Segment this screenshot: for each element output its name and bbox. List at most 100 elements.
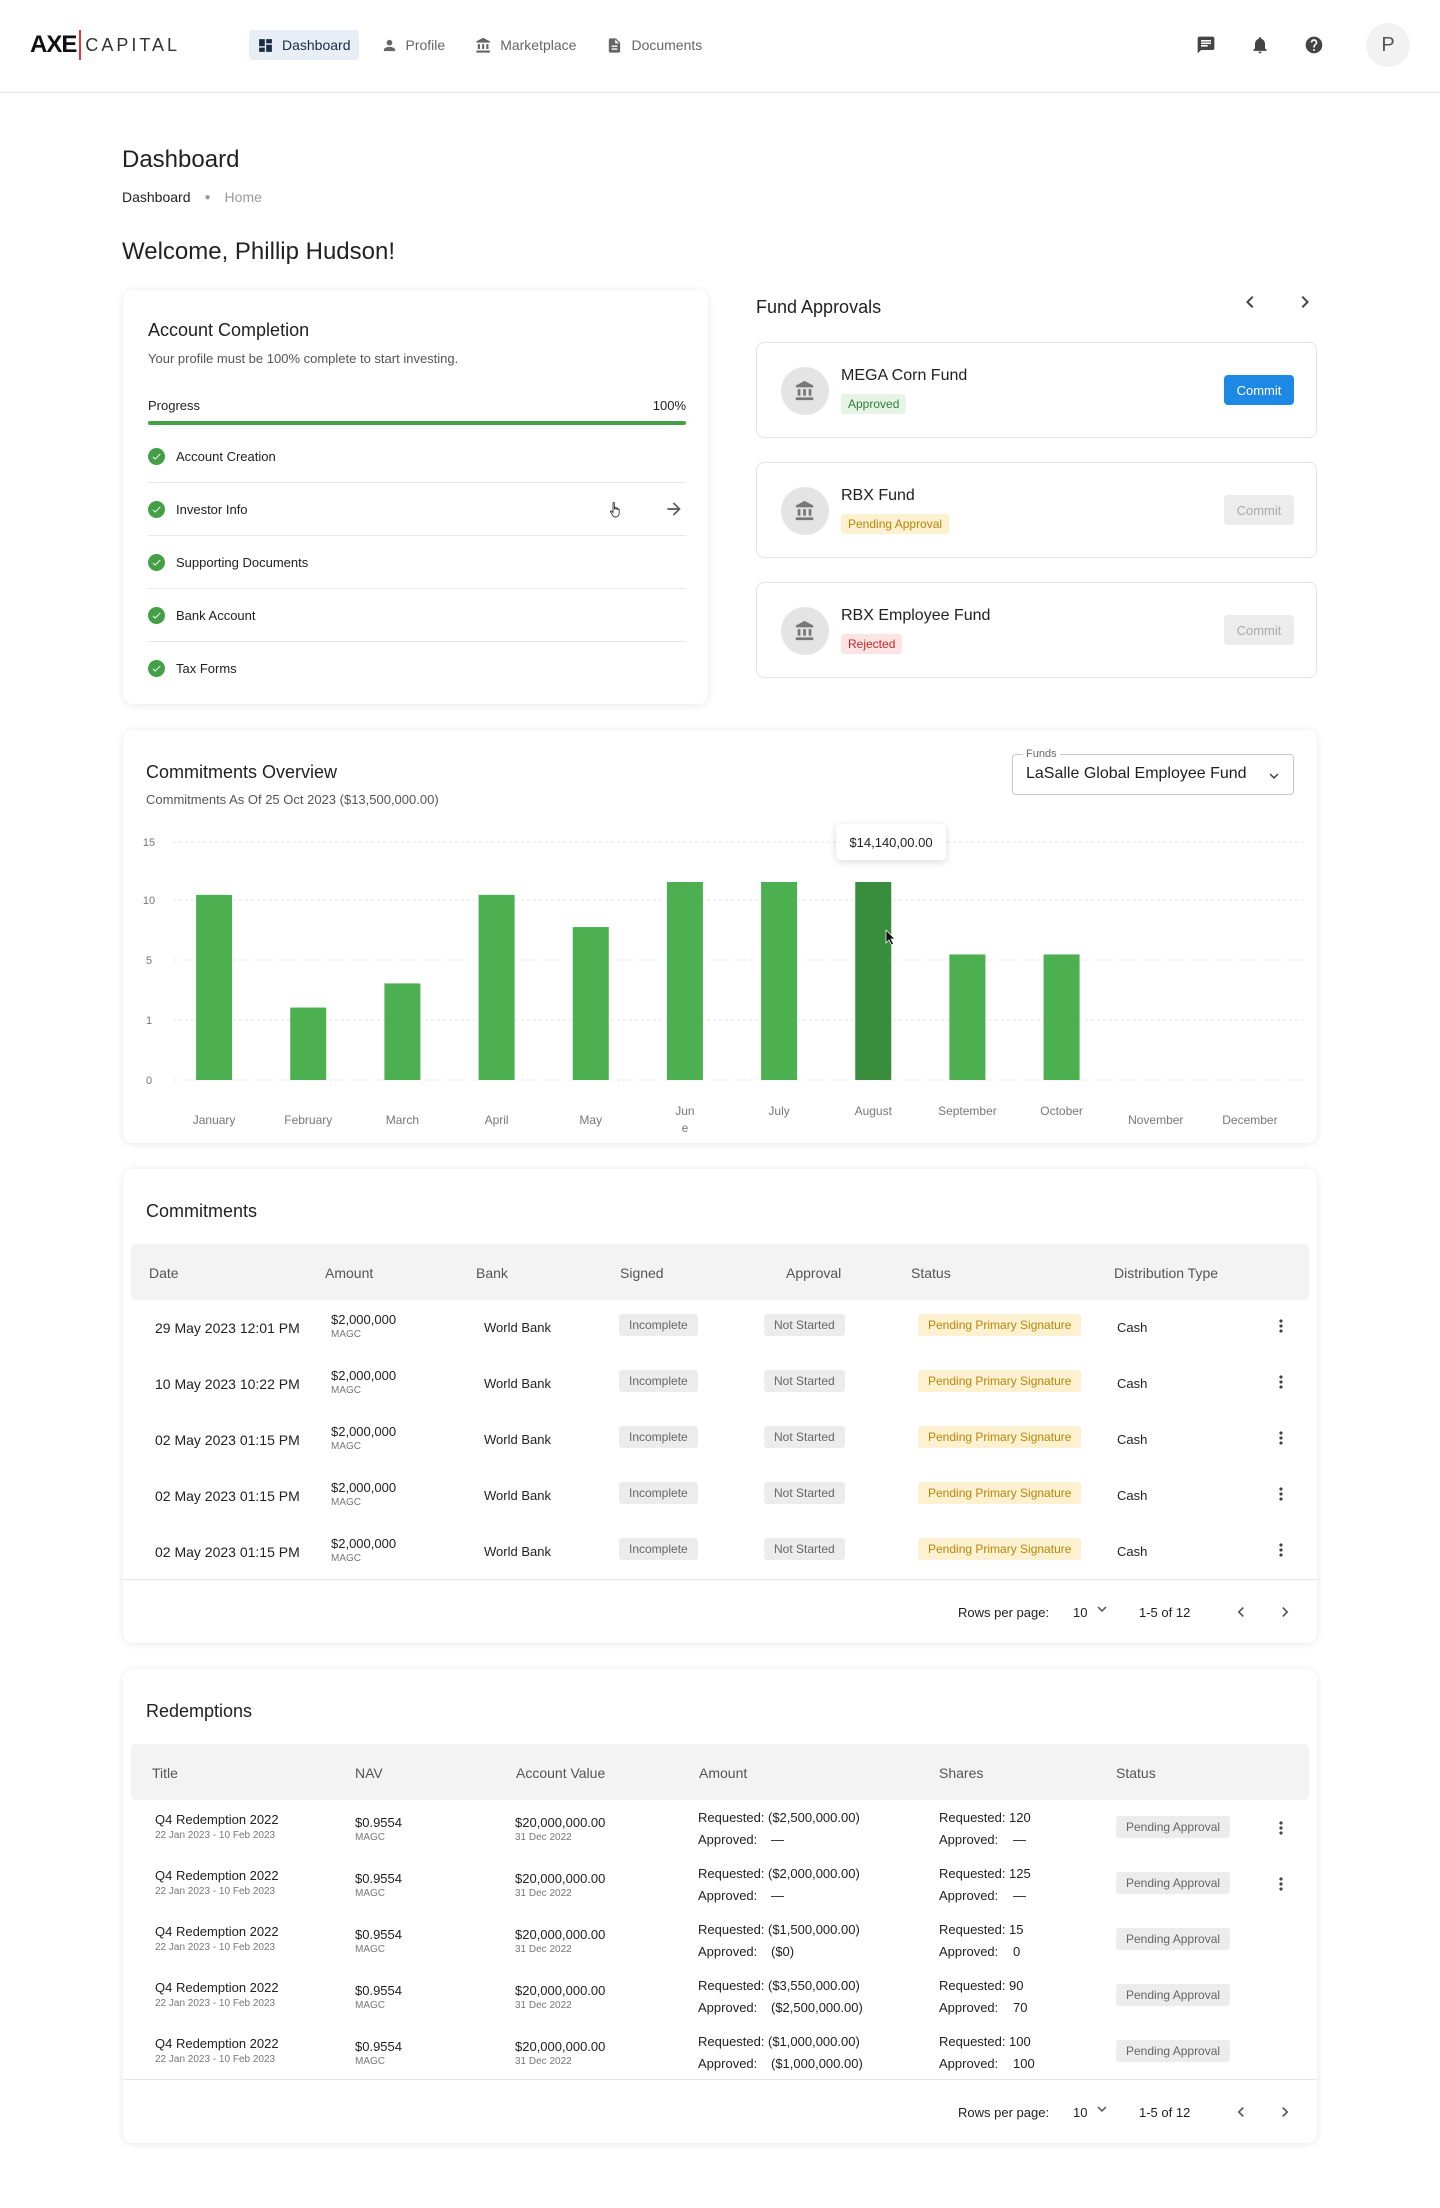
bar-october[interactable] bbox=[1043, 954, 1080, 1080]
axe-capital-logo[interactable]: AXE CAPITAL bbox=[30, 28, 180, 62]
col-date[interactable]: Date bbox=[149, 1265, 179, 1281]
more-vertical-icon[interactable] bbox=[1271, 1874, 1291, 1894]
x-tick-label: October bbox=[1040, 1104, 1083, 1118]
breadcrumb-dashboard[interactable]: Dashboard bbox=[122, 189, 191, 205]
status-chip: Pending Approval bbox=[1116, 1816, 1231, 1838]
bank-icon bbox=[781, 367, 829, 415]
bar-january[interactable] bbox=[196, 894, 233, 1080]
col-shares[interactable]: Shares bbox=[939, 1765, 984, 1781]
approved-label: Approved: bbox=[698, 1888, 758, 1903]
redemptions-title: Redemptions bbox=[146, 1701, 253, 1721]
rows-per-page-select[interactable]: 10 bbox=[1073, 2105, 1088, 2120]
col-status[interactable]: Status bbox=[1116, 1765, 1156, 1781]
commitments-overview-subtitle: Commitments As Of 25 Oct 2023 ($13,500,0… bbox=[146, 792, 439, 807]
funds-select[interactable]: Funds LaSalle Global Employee Fund bbox=[1012, 748, 1294, 795]
col-amount[interactable]: Amount bbox=[699, 1765, 748, 1781]
x-tick-label: May bbox=[579, 1113, 602, 1127]
commitments-overview-title: Commitments Overview bbox=[146, 762, 338, 782]
top-app-bar: AXE CAPITAL Dashboard Profile Marketplac… bbox=[0, 0, 1440, 93]
breadcrumb-home[interactable]: Home bbox=[224, 189, 262, 205]
col-approval[interactable]: Approval bbox=[786, 1265, 842, 1281]
progress-bar bbox=[148, 421, 686, 425]
more-vertical-icon[interactable] bbox=[1271, 1428, 1291, 1448]
requested-label: Requested: bbox=[698, 2034, 765, 2049]
chevron-right-icon[interactable] bbox=[1275, 2102, 1295, 2122]
table-row[interactable]: Q4 Redemption 2022 22 Jan 2023 - 10 Feb 2… bbox=[123, 1968, 1317, 2024]
bar-april[interactable] bbox=[478, 894, 515, 1080]
commit-button[interactable]: Commit bbox=[1224, 375, 1294, 405]
person-icon bbox=[383, 39, 395, 51]
nav-dashboard-label: Dashboard bbox=[282, 37, 351, 53]
chevron-right-icon[interactable] bbox=[1293, 290, 1317, 314]
more-vertical-icon[interactable] bbox=[1271, 1372, 1291, 1392]
col-status[interactable]: Status bbox=[911, 1265, 951, 1281]
arrow-right-icon[interactable] bbox=[664, 499, 684, 519]
bank-icon bbox=[476, 37, 491, 53]
bar-august[interactable] bbox=[855, 882, 892, 1080]
nav-dashboard[interactable]: Dashboard bbox=[249, 30, 359, 60]
chat-icon[interactable] bbox=[1196, 35, 1216, 55]
step-tax-forms[interactable]: Tax Forms bbox=[148, 642, 686, 695]
col-bank[interactable]: Bank bbox=[476, 1265, 508, 1281]
table-row[interactable]: 02 May 2023 01:15 PM $2,000,000 MAGC World … bbox=[123, 1524, 1317, 1580]
commitments-overview-card: Commitments Overview Commitments As Of 2… bbox=[123, 730, 1317, 1143]
step-bank-account[interactable]: Bank Account bbox=[148, 589, 686, 642]
bar-may[interactable] bbox=[572, 927, 609, 1080]
more-vertical-icon[interactable] bbox=[1271, 1818, 1291, 1838]
col-nav[interactable]: NAV bbox=[355, 1765, 383, 1781]
y-tick-label: 10 bbox=[143, 895, 155, 907]
col-title[interactable]: Title bbox=[152, 1765, 178, 1781]
notification-bell-icon[interactable] bbox=[1250, 35, 1270, 55]
page-title: Dashboard bbox=[122, 146, 240, 173]
approval-chip: Not Started bbox=[764, 1482, 845, 1504]
bar-february[interactable] bbox=[290, 1007, 327, 1080]
chevron-left-icon[interactable] bbox=[1238, 290, 1262, 314]
signed-chip: Incomplete bbox=[619, 1538, 698, 1560]
cell-amount: $2,000,000 bbox=[331, 1312, 397, 1327]
status-chip: Pending Primary Signature bbox=[918, 1370, 1082, 1392]
nav-profile[interactable]: Profile bbox=[373, 30, 454, 60]
cell-title: Q4 Redemption 2022 bbox=[155, 1868, 279, 1883]
step-supporting-documents[interactable]: Supporting Documents bbox=[148, 536, 686, 589]
requested-shares-label: Requested: bbox=[939, 2034, 1006, 2049]
bank-icon bbox=[781, 487, 829, 535]
step-investor-info[interactable]: Investor Info bbox=[148, 483, 686, 536]
help-icon[interactable] bbox=[1304, 35, 1324, 55]
col-account-value[interactable]: Account Value bbox=[516, 1765, 606, 1781]
rows-per-page-select[interactable]: 10 bbox=[1073, 1605, 1088, 1620]
table-row[interactable]: Q4 Redemption 2022 22 Jan 2023 - 10 Feb 2… bbox=[123, 1912, 1317, 1968]
bar-july[interactable] bbox=[761, 882, 798, 1080]
chevron-right-icon[interactable] bbox=[1275, 1602, 1295, 1622]
chevron-down-icon[interactable] bbox=[1093, 2100, 1111, 2118]
nav-documents[interactable]: Documents bbox=[598, 30, 710, 60]
cell-bank: World Bank bbox=[484, 1488, 551, 1503]
table-row[interactable]: Q4 Redemption 2022 22 Jan 2023 - 10 Feb 2… bbox=[123, 1800, 1317, 1856]
requested-shares: 120 bbox=[1009, 1810, 1031, 1825]
more-vertical-icon[interactable] bbox=[1271, 1484, 1291, 1504]
table-row[interactable]: 02 May 2023 01:15 PM $2,000,000 MAGC World … bbox=[123, 1468, 1317, 1524]
requested-label: Requested: bbox=[698, 1922, 765, 1937]
col-signed[interactable]: Signed bbox=[620, 1265, 664, 1281]
bar-june[interactable] bbox=[666, 882, 703, 1080]
fund-card-rbx: RBX Fund Pending Approval Commit bbox=[756, 462, 1317, 558]
bar-march[interactable] bbox=[384, 983, 421, 1080]
col-amount[interactable]: Amount bbox=[325, 1265, 374, 1281]
step-account-creation[interactable]: Account Creation bbox=[148, 430, 686, 483]
more-vertical-icon[interactable] bbox=[1271, 1316, 1291, 1336]
table-row[interactable]: 29 May 2023 12:01 PM $2,000,000 MAGC World … bbox=[123, 1300, 1317, 1356]
redemptions-pagination: Rows per page: 10 1-5 of 12 bbox=[123, 2079, 1317, 2143]
col-distribution-type[interactable]: Distribution Type bbox=[1114, 1265, 1219, 1281]
status-chip: Pending Primary Signature bbox=[918, 1314, 1082, 1336]
chevron-left-icon[interactable] bbox=[1231, 2102, 1251, 2122]
user-avatar[interactable]: P bbox=[1366, 23, 1410, 67]
table-row[interactable]: Q4 Redemption 2022 22 Jan 2023 - 10 Feb 2… bbox=[123, 1856, 1317, 1912]
account-completion-card: Account Completion Your profile must be … bbox=[123, 290, 708, 704]
chevron-left-icon[interactable] bbox=[1231, 1602, 1251, 1622]
bar-september[interactable] bbox=[949, 954, 986, 1080]
nav-marketplace[interactable]: Marketplace bbox=[467, 30, 584, 60]
table-row[interactable]: 10 May 2023 10:22 PM $2,000,000 MAGC World … bbox=[123, 1356, 1317, 1412]
chevron-down-icon[interactable] bbox=[1093, 1600, 1111, 1618]
table-row[interactable]: 02 May 2023 01:15 PM $2,000,000 MAGC World … bbox=[123, 1412, 1317, 1468]
more-vertical-icon[interactable] bbox=[1271, 1540, 1291, 1560]
table-row[interactable]: Q4 Redemption 2022 22 Jan 2023 - 10 Feb 2… bbox=[123, 2024, 1317, 2080]
